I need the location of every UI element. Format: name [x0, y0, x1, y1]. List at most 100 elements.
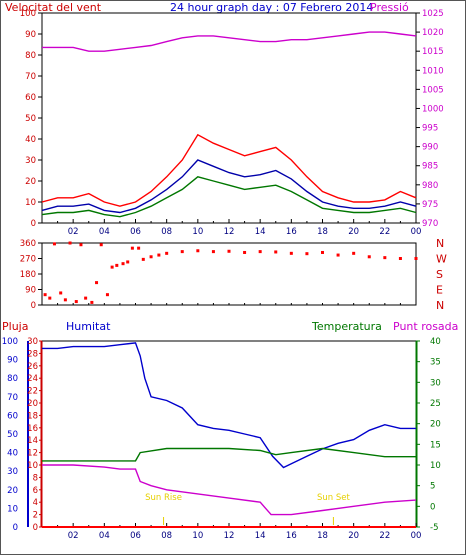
x-tick-label: 16 [286, 531, 297, 541]
wind-direction-point [149, 255, 153, 259]
y-tick-label: 0 [31, 301, 36, 311]
temperature-tick-label: 25 [430, 399, 441, 409]
y-right-tick-label: 1000 [422, 104, 444, 114]
wind-direction-point [59, 291, 63, 295]
wind-direction-point [48, 296, 52, 300]
wind-direction-point [115, 263, 119, 267]
rain-tick-label: 14 [27, 436, 38, 446]
y-tick-label: 90 [25, 286, 36, 296]
wind-direction-point [227, 249, 231, 253]
wind-direction-point [110, 265, 114, 269]
x-tick-label: 18 [317, 531, 328, 541]
wind-direction-point [126, 260, 130, 264]
x-tick-label: 10 [192, 227, 203, 237]
y-right-tick-label: 995 [422, 124, 438, 134]
wind-pressure-plot-area [41, 12, 417, 224]
x-tick-label: 22 [379, 227, 390, 237]
pressure-axis-label: Pressió [370, 1, 409, 14]
wind-direction-point [95, 281, 99, 285]
humidity-tick-label: 30 [7, 467, 18, 477]
rain-tick-label: 24 [27, 374, 38, 384]
humidity-tick-label: 20 [7, 486, 18, 496]
y-right-tick-label: 1020 [422, 28, 444, 38]
rain-tick-label: 26 [27, 362, 38, 372]
x-tick-label: 12 [224, 531, 235, 541]
wind-direction-point [99, 243, 103, 247]
y-right-tick-label: 985 [422, 162, 438, 172]
rain-axis-label: Pluja [2, 320, 28, 333]
y-tick-label: 0 [31, 219, 36, 229]
humidity-tick-label: 40 [7, 449, 18, 459]
wind-direction-point [398, 257, 402, 260]
compass-label: E [436, 284, 443, 297]
humidity-tick-label: 0 [13, 523, 18, 533]
wind-direction-point [196, 249, 200, 253]
rain-tick-label: 16 [27, 424, 38, 434]
wind-direction-point [121, 262, 125, 266]
x-tick-label: 14 [255, 227, 266, 237]
wind-speed-line [41, 176, 417, 218]
humidity-tick-label: 60 [7, 411, 18, 421]
wind-direction-point [258, 250, 262, 254]
temperature-axis-label: Temperatura [311, 320, 382, 333]
y-right-tick-label: 980 [422, 181, 438, 191]
wind-direction-point [243, 250, 247, 254]
y-tick-label: 70 [25, 72, 36, 82]
y-tick-label: 30 [25, 156, 36, 166]
y-tick-label: 80 [25, 51, 36, 61]
temperature-tick-label: 15 [430, 440, 441, 450]
wind-direction-point [211, 250, 215, 254]
sun-event-label: Sun Set [317, 493, 350, 503]
rain-tick-label: 8 [33, 473, 38, 483]
wind-direction-point [84, 296, 88, 300]
x-tick-label: 04 [99, 531, 110, 541]
y-tick-label: 40 [25, 135, 36, 145]
temperature-tick-label: 10 [430, 461, 441, 471]
dew-point-line [42, 464, 417, 516]
wind-speed-axis-label: Velocitat del vent [5, 1, 102, 14]
wind-average-line [41, 159, 417, 214]
y-right-tick-label: 975 [422, 200, 438, 210]
rain-tick-label: 18 [27, 411, 38, 421]
temperature-tick-label: 5 [430, 482, 435, 492]
humidity-line [42, 342, 416, 469]
rain-humidity-temp-plot-area [41, 340, 417, 528]
compass-label: W [436, 253, 447, 266]
y-tick-label: 60 [25, 93, 36, 103]
x-tick-label: 02 [68, 531, 79, 541]
wind-direction-point [336, 253, 340, 257]
rain-tick-label: 10 [27, 461, 38, 471]
compass-label: S [436, 268, 443, 281]
wind-direction-point [352, 251, 356, 255]
x-tick-label: 16 [286, 227, 297, 237]
rain-tick-label: 4 [33, 498, 38, 508]
wind-direction-point [52, 242, 56, 246]
wind-direction-point [105, 293, 109, 297]
wind-direction-point [74, 300, 78, 304]
rain-tick-label: 28 [27, 349, 38, 359]
y-tick-label: 50 [25, 114, 36, 124]
wind-direction-point [305, 252, 309, 256]
wind-direction-point [414, 257, 418, 260]
wind-direction-point [274, 250, 278, 254]
dew-point-axis-label: Punt rosada [393, 320, 458, 333]
x-tick-label: 20 [348, 227, 359, 237]
x-tick-label: 08 [161, 531, 172, 541]
x-tick-label: 22 [379, 531, 390, 541]
wind-direction-point [383, 256, 387, 260]
y-right-tick-label: 990 [422, 143, 438, 153]
humidity-tick-label: 100 [2, 337, 18, 347]
y-tick-label: 20 [25, 177, 36, 187]
x-tick-label: 08 [161, 227, 172, 237]
x-tick-label: 02 [68, 227, 79, 237]
chart-title: 24 hour graph day : 07 Febrero 2014 [170, 1, 373, 14]
wind-direction-point [289, 251, 293, 255]
rain-tick-label: 30 [27, 337, 38, 347]
wind-direction-point [137, 246, 141, 250]
rain-tick-label: 0 [33, 523, 38, 533]
rain-tick-label: 12 [27, 449, 38, 459]
humidity-tick-label: 90 [7, 356, 18, 366]
x-tick-label: 20 [348, 531, 359, 541]
y-right-tick-label: 970 [422, 219, 438, 229]
